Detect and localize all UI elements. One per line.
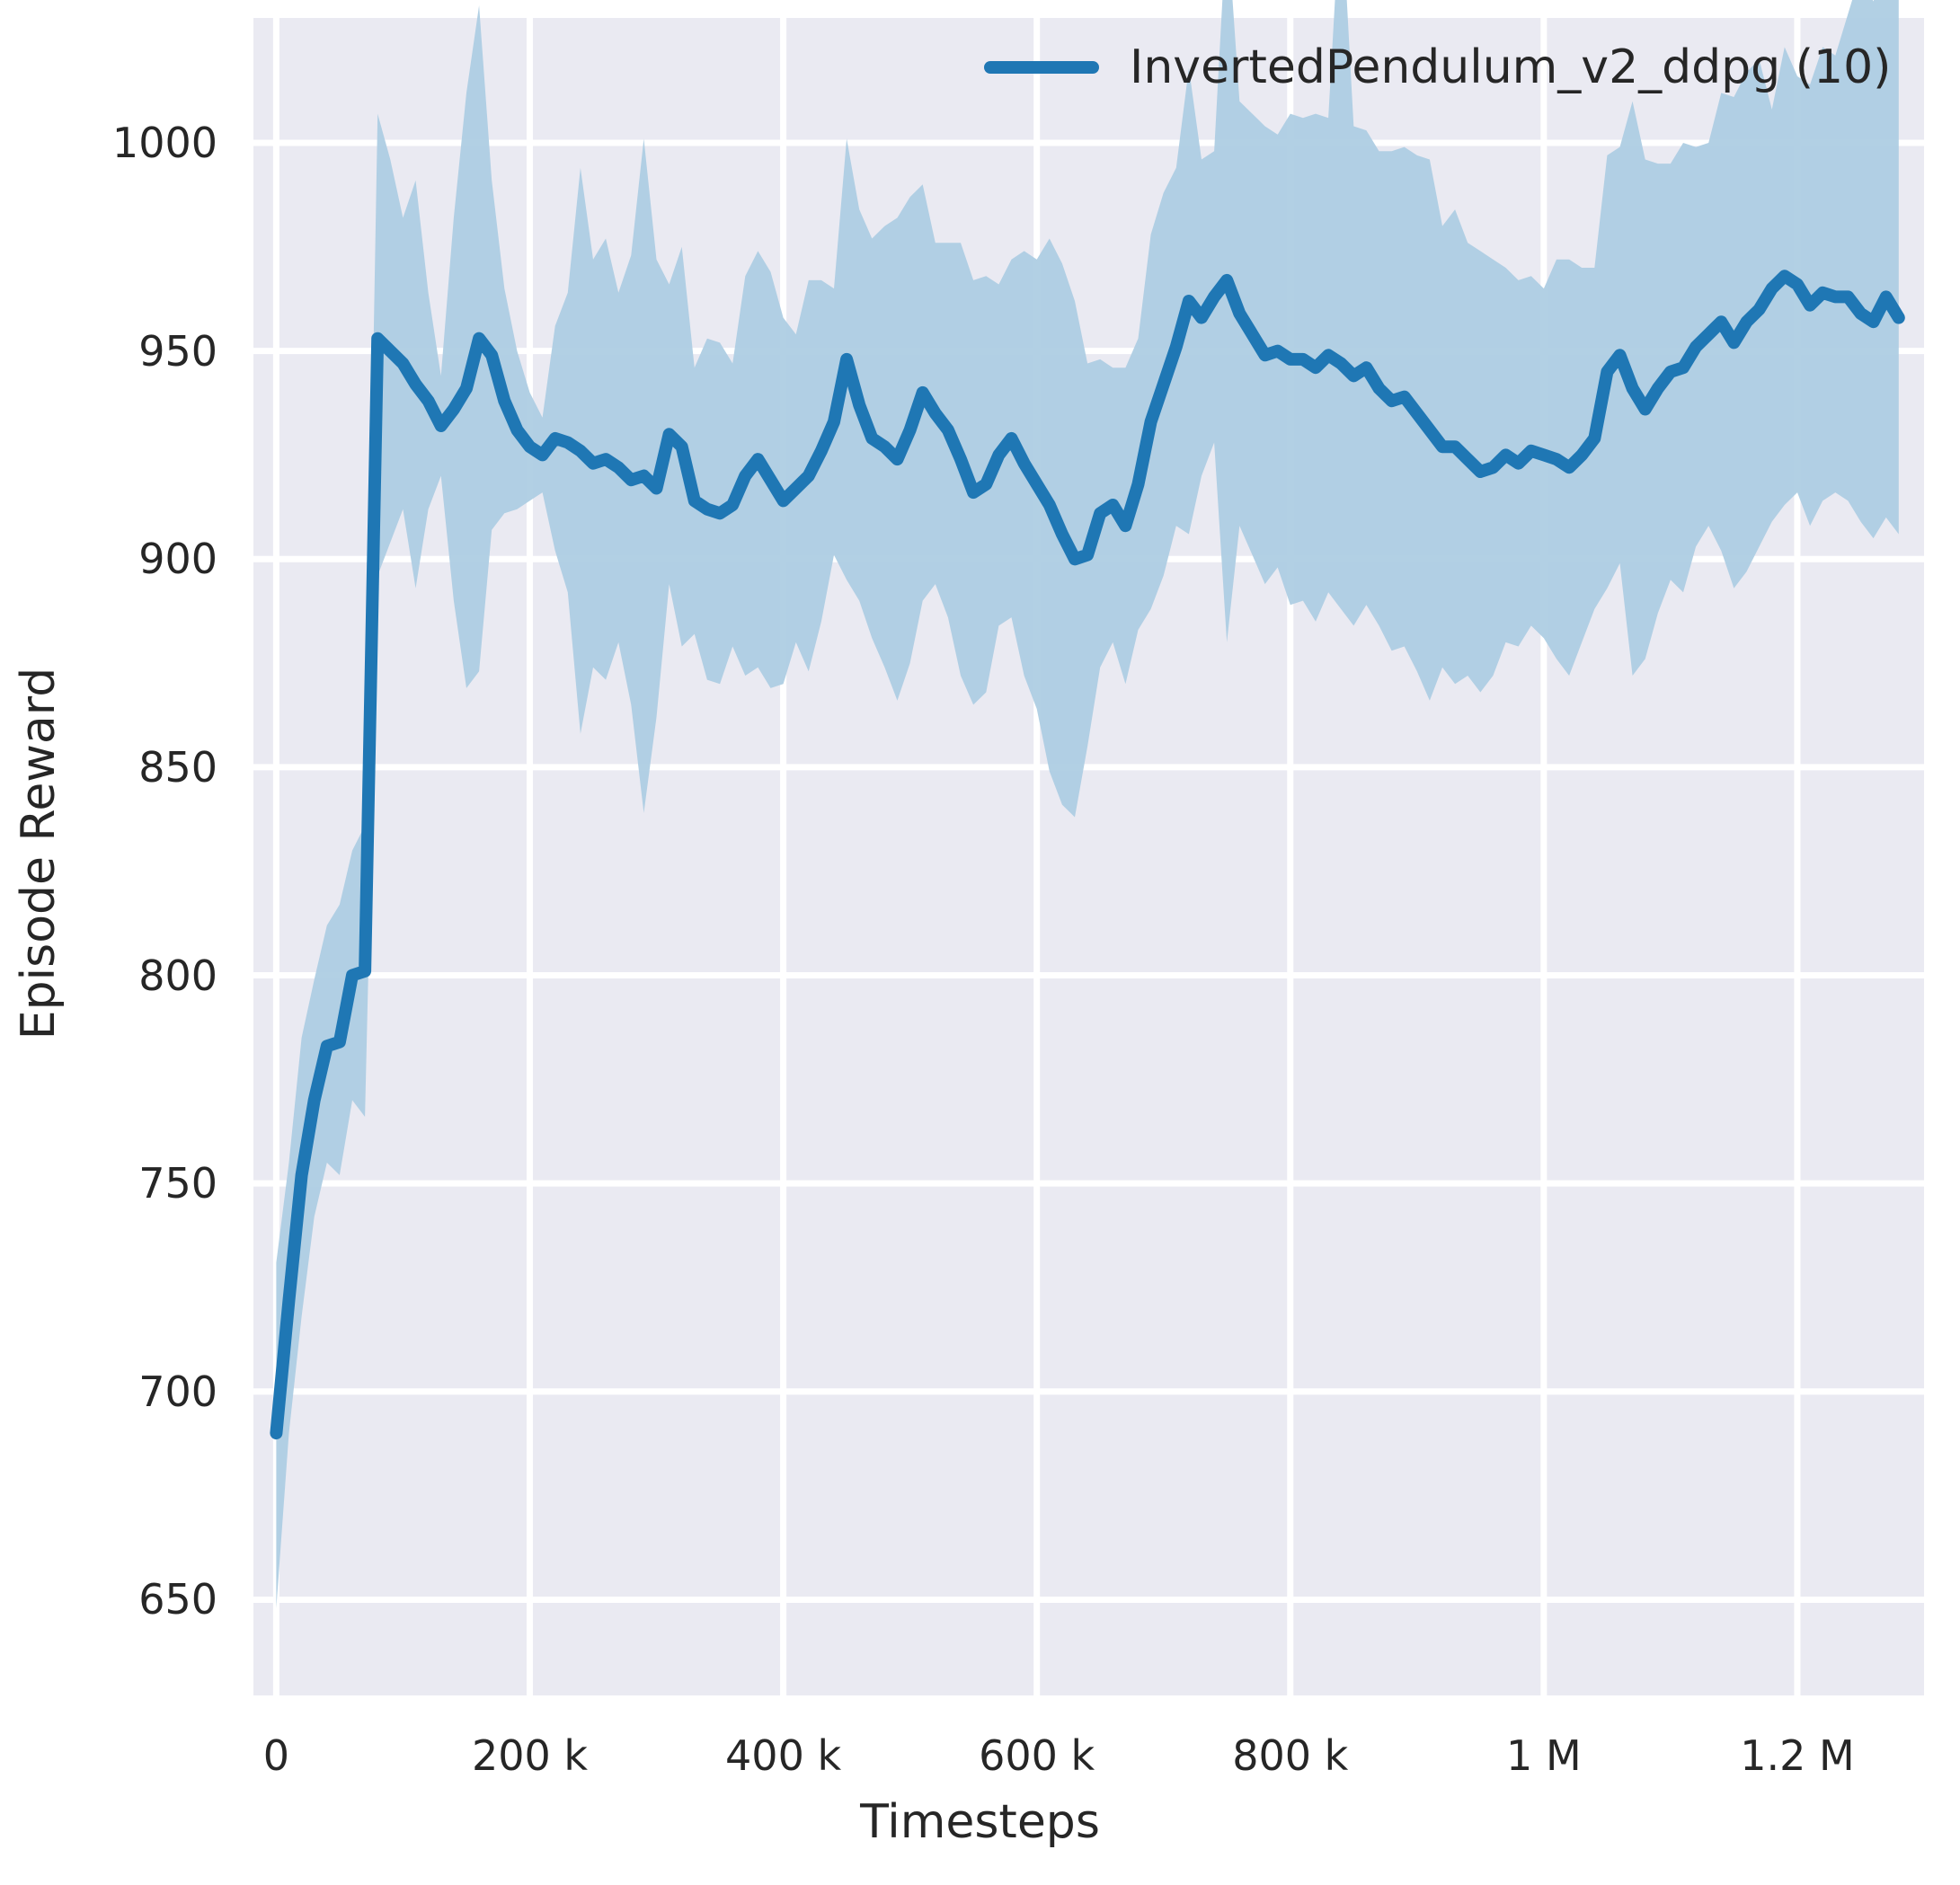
y-tick-label: 850: [138, 742, 217, 792]
x-tick-label: 1.2 M: [1740, 1731, 1855, 1780]
x-tick-label: 800 k: [1232, 1731, 1349, 1780]
x-tick-label: 1 M: [1506, 1731, 1582, 1780]
series-line: [270, 270, 1905, 1440]
x-axis-title: Timesteps: [860, 1795, 1100, 1849]
legend: InvertedPendulum_v2_ddpg (10): [984, 40, 1891, 94]
grid-lines: [253, 18, 1924, 1695]
y-tick-label: 650: [138, 1575, 217, 1624]
y-tick-label: 950: [138, 326, 217, 376]
y-tick-label: 900: [138, 535, 217, 584]
y-tick-label: 800: [138, 951, 217, 1000]
confidence-band: [276, 0, 1899, 1608]
legend-color-swatch: [984, 61, 1099, 74]
y-tick-label: 1000: [111, 118, 217, 167]
y-axis-title: Episode Reward: [12, 667, 66, 1040]
x-tick-label: 400 k: [725, 1731, 842, 1780]
x-tick-label: 200 k: [471, 1731, 588, 1780]
y-tick-label: 750: [138, 1159, 217, 1208]
legend-entry-label: InvertedPendulum_v2_ddpg (10): [1130, 40, 1892, 94]
x-tick-label: 600 k: [979, 1731, 1095, 1780]
y-tick-label: 700: [138, 1367, 217, 1416]
x-tick-label: 0: [262, 1731, 290, 1780]
